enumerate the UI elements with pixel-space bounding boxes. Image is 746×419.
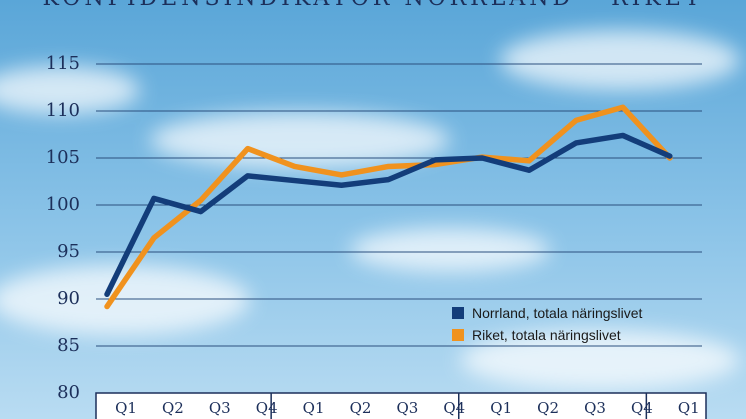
- y-tick-label: 95: [57, 241, 80, 262]
- legend-item-norrland: Norrland, totala näringslivet: [452, 302, 642, 324]
- x-tick-label: Q1: [678, 399, 700, 417]
- x-tick-label: Q1: [115, 399, 137, 417]
- x-tick-label: Q1: [490, 399, 512, 417]
- y-tick-label: 100: [46, 194, 80, 215]
- legend-label-norrland: Norrland, totala näringslivet: [472, 305, 643, 321]
- x-axis-band: [95, 392, 707, 419]
- x-tick-label: Q4: [443, 399, 465, 417]
- y-tick-label: 115: [46, 53, 80, 74]
- x-tick-label: Q2: [537, 399, 559, 417]
- cloud-decoration: [0, 30, 740, 390]
- legend-label-riket: Riket, totala näringslivet: [472, 327, 621, 343]
- y-tick-label: 90: [57, 288, 80, 309]
- x-tick-label: Q4: [256, 399, 278, 417]
- y-tick-label: 105: [46, 147, 80, 168]
- series-lines: [104, 104, 673, 310]
- x-tick-label: Q1: [303, 399, 325, 417]
- y-tick-label: 110: [46, 100, 80, 121]
- chart-title: KONFIDENSINDIKATOR NORRLAND – RIKET: [0, 0, 746, 11]
- x-tick-label: Q3: [396, 399, 418, 417]
- y-tick-label: 80: [57, 382, 80, 403]
- y-axis-ticks: 80 85 90 95 100 105 110 115: [46, 53, 80, 403]
- x-tick-label: Q3: [584, 399, 606, 417]
- x-axis: Q1 Q2 Q3 Q4 Q1 Q2 Q3 Q4 Q1 Q2 Q3 Q4 Q1: [95, 392, 707, 419]
- x-tick-label: Q4: [631, 399, 653, 417]
- x-tick-label: Q3: [209, 399, 231, 417]
- y-tick-label: 85: [57, 335, 80, 356]
- legend-swatch-riket: [452, 329, 464, 341]
- legend-item-riket: Riket, totala näringslivet: [452, 324, 642, 346]
- legend-swatch-norrland: [452, 307, 464, 319]
- legend: Norrland, totala näringslivet Riket, tot…: [452, 302, 642, 346]
- x-tick-label: Q2: [350, 399, 372, 417]
- x-tick-label: Q2: [162, 399, 184, 417]
